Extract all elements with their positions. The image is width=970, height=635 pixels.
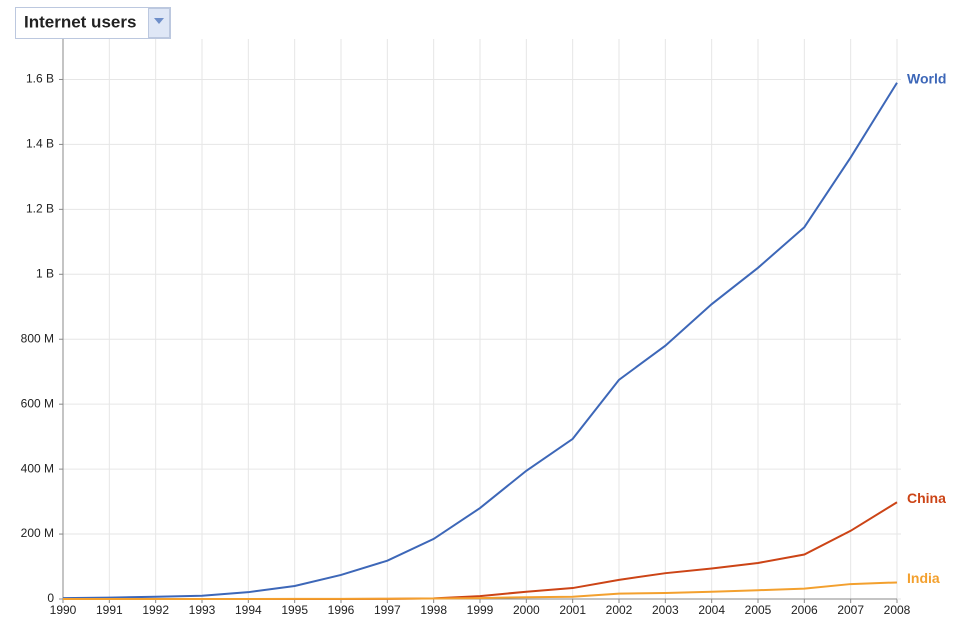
dropdown-arrow[interactable] <box>154 18 164 24</box>
x-tick-label: 1998 <box>420 603 447 617</box>
series-label: World <box>907 70 946 86</box>
series-label: India <box>907 570 940 586</box>
x-tick-label: 2002 <box>606 603 633 617</box>
x-tick-label: 1994 <box>235 603 262 617</box>
x-tick-label: 1992 <box>142 603 169 617</box>
x-tick-label: 2003 <box>652 603 679 617</box>
y-tick-label: 1.2 B <box>26 202 54 216</box>
x-tick-label: 2005 <box>745 603 772 617</box>
series-label: China <box>907 490 946 506</box>
x-tick-label: 2000 <box>513 603 540 617</box>
x-tick-label: 1996 <box>328 603 355 617</box>
y-tick-label: 800 M <box>21 331 54 345</box>
x-tick-label: 1990 <box>50 603 77 617</box>
series-line <box>63 581 898 600</box>
y-tick-label: 1.4 B <box>26 137 54 151</box>
dropdown-label[interactable]: Internet users <box>24 12 136 31</box>
dropdown-box[interactable] <box>15 7 171 39</box>
x-tick-label: 2007 <box>837 603 864 617</box>
x-tick-label: 1997 <box>374 603 401 617</box>
series-line <box>62 82 898 600</box>
y-tick-label: 200 M <box>21 526 54 540</box>
x-tick-label: 2004 <box>698 603 725 617</box>
x-tick-label: 1995 <box>281 603 308 617</box>
x-tick-label: 1999 <box>467 603 494 617</box>
x-tick-label: 1991 <box>96 603 123 617</box>
y-tick-label: 1 B <box>36 266 54 280</box>
indicator-dropdown[interactable]: Internet users <box>15 7 171 39</box>
y-tick-label: 600 M <box>21 396 54 410</box>
x-tick-label: 2008 <box>884 603 911 617</box>
y-tick-label: 1.6 B <box>26 72 54 86</box>
x-tick-label: 2006 <box>791 603 818 617</box>
y-tick-label: 0 <box>47 591 54 605</box>
y-tick-label: 400 M <box>21 461 54 475</box>
x-tick-label: 2001 <box>559 603 586 617</box>
x-tick-label: 1993 <box>189 603 216 617</box>
